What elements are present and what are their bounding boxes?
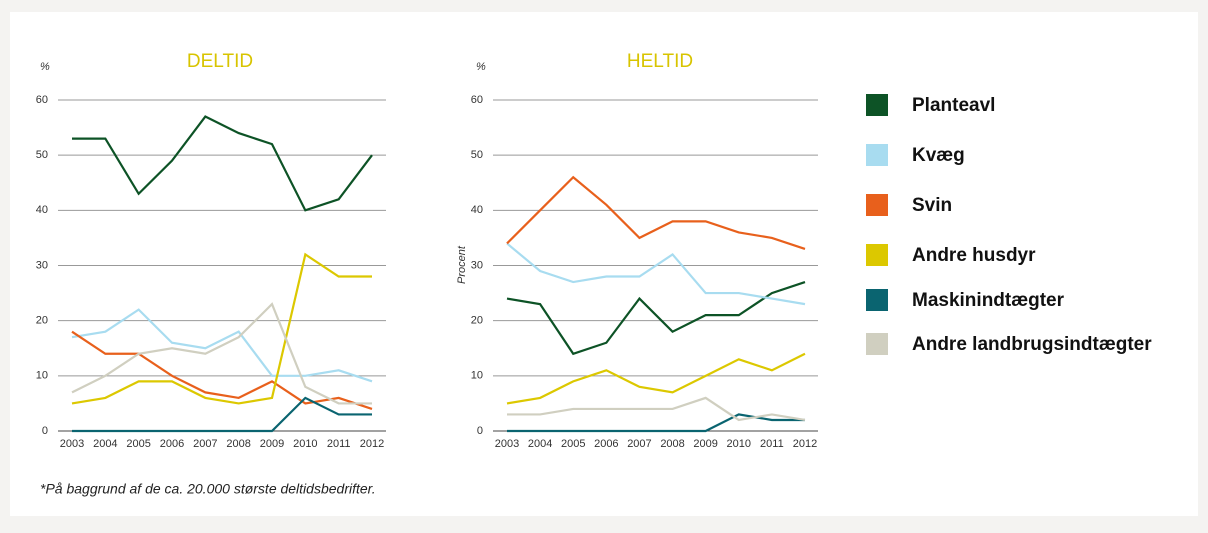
x-tick-label: 2009 — [693, 438, 717, 450]
y-tick-label: 10 — [36, 370, 48, 382]
y-tick-label: 40 — [36, 204, 48, 216]
footnote: *På baggrund af de ca. 20.000 største de… — [40, 481, 376, 497]
legend-swatch — [866, 333, 888, 355]
x-tick-label: 2012 — [793, 438, 817, 450]
x-tick-label: 2011 — [327, 438, 351, 450]
y-tick-label: 50 — [36, 149, 48, 161]
series-line — [507, 396, 806, 422]
legend-label: Andre husdyr — [912, 245, 1036, 266]
series-line — [71, 330, 373, 410]
legend-label: Planteavl — [912, 95, 995, 116]
x-tick-label: 2008 — [660, 438, 684, 450]
unit-label: % — [40, 61, 50, 73]
x-tick-label: 2006 — [594, 438, 618, 450]
x-tick-label: 2004 — [93, 438, 117, 450]
y-tick-label: 20 — [36, 315, 48, 327]
series-line — [506, 175, 806, 250]
series-line — [71, 302, 372, 405]
y-tick-label: 50 — [471, 149, 483, 161]
legend-swatch — [866, 144, 888, 166]
x-tick-label: 2005 — [561, 438, 585, 450]
chart-title: DELTID — [187, 51, 253, 72]
y-tick-label: 40 — [471, 204, 483, 216]
x-tick-label: 2011 — [760, 438, 784, 450]
x-tick-label: 2003 — [495, 438, 519, 450]
x-tick-label: 2008 — [226, 438, 250, 450]
x-tick-label: 2007 — [627, 438, 651, 450]
x-tick-label: 2010 — [727, 438, 751, 450]
series-line — [506, 352, 806, 405]
x-tick-label: 2003 — [60, 438, 84, 450]
x-tick-label: 2004 — [528, 438, 552, 450]
x-tick-label: 2010 — [293, 438, 317, 450]
legend-swatch — [866, 289, 888, 311]
y-tick-label: 0 — [42, 425, 48, 437]
series-line — [72, 115, 373, 212]
legend-swatch — [866, 244, 888, 266]
y-tick-label: 60 — [36, 94, 48, 106]
series-line — [71, 308, 373, 383]
y-tick-label: 60 — [471, 94, 483, 106]
x-tick-label: 2006 — [160, 438, 184, 450]
legend-label: Andre landbrugsindtægter — [912, 334, 1152, 355]
y-tick-label: 10 — [471, 370, 483, 382]
x-tick-label: 2007 — [193, 438, 217, 450]
series-line — [506, 242, 806, 306]
unit-label: % — [476, 61, 486, 73]
y-tick-label: 30 — [471, 259, 483, 271]
chart-title: HELTID — [627, 51, 693, 72]
legend-label: Maskinindtægter — [912, 290, 1065, 311]
y-tick-label: 20 — [471, 315, 483, 327]
legend-label: Kvæg — [912, 145, 965, 166]
x-tick-label: 2005 — [126, 438, 150, 450]
series-line — [506, 281, 806, 356]
y-tick-label: 0 — [477, 425, 483, 437]
legend-label: Svin — [912, 195, 952, 216]
x-tick-label: 2012 — [360, 438, 384, 450]
series-line — [71, 252, 372, 405]
x-tick-label: 2009 — [260, 438, 284, 450]
series-line — [72, 396, 372, 433]
legend-swatch — [866, 194, 888, 216]
legend-swatch — [866, 94, 888, 116]
y-axis-label: Procent — [456, 245, 468, 284]
y-tick-label: 30 — [36, 259, 48, 271]
